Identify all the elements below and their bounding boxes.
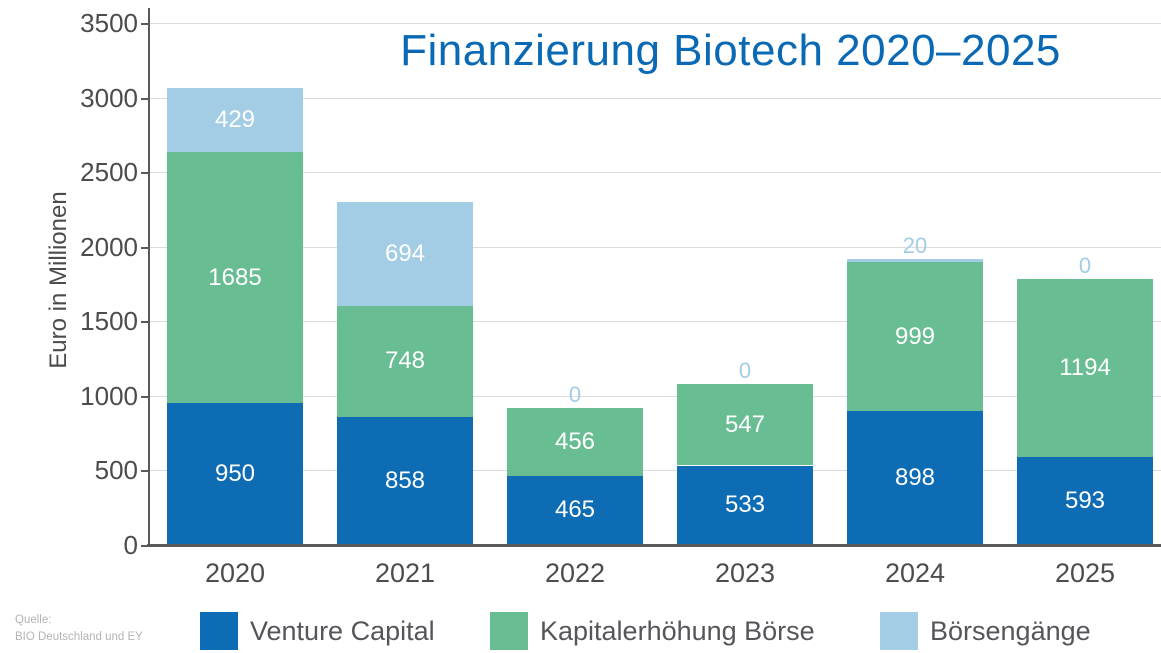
bar-value-label: 1194 <box>1059 353 1111 381</box>
x-axis-line <box>147 544 1161 547</box>
x-tick-label: 2021 <box>374 558 436 588</box>
y-axis-tick <box>141 23 149 25</box>
source-note: Quelle: BIO Deutschland und EY <box>15 612 143 645</box>
x-tick-label: 2020 <box>204 558 266 588</box>
y-tick-label: 2000 <box>80 232 138 262</box>
bar-segment <box>167 88 303 152</box>
y-tick-label: 3000 <box>80 83 138 113</box>
gridline <box>148 23 1161 24</box>
bar-value-label: 694 <box>384 239 426 267</box>
y-axis-label: Euro in Millionen <box>45 191 72 369</box>
bar-segment <box>677 465 813 545</box>
gridline <box>148 321 1161 322</box>
gridline <box>148 172 1161 173</box>
bar-value-label: 465 <box>554 496 596 524</box>
legend-label: Venture Capital <box>250 616 435 646</box>
source-line-1: Quelle: <box>15 614 52 626</box>
bar-segment <box>507 475 643 545</box>
bar-segment <box>167 152 303 404</box>
y-axis-line <box>148 8 150 547</box>
y-tick-label: 500 <box>94 455 138 485</box>
bar-segment <box>167 403 303 545</box>
bar-segment <box>337 305 473 418</box>
bar-segment <box>847 259 983 263</box>
y-axis-tick <box>141 98 149 100</box>
y-axis-tick <box>141 321 149 323</box>
bar-value-label: 547 <box>724 410 766 438</box>
gridline <box>148 98 1161 99</box>
bar-value-label: 999 <box>894 322 936 350</box>
bar-segment <box>1017 278 1153 457</box>
x-tick-label: 2023 <box>714 558 776 588</box>
y-axis-tick <box>141 470 149 472</box>
y-axis-tick <box>141 247 149 249</box>
legend-swatch <box>200 612 238 650</box>
bar-segment <box>507 407 643 476</box>
gridline <box>148 247 1161 248</box>
bar-value-label: 533 <box>724 491 766 519</box>
source-line-2: BIO Deutschland und EY <box>15 630 143 643</box>
y-axis-tick <box>141 172 149 174</box>
y-tick-label: 0 <box>123 530 138 560</box>
y-tick-label: 2500 <box>80 157 138 187</box>
legend-label: Börsengänge <box>930 616 1091 646</box>
x-tick-label: 2024 <box>884 558 946 588</box>
bar-segment <box>1017 456 1153 545</box>
bar-segment <box>847 262 983 412</box>
bar-segment <box>677 383 813 466</box>
bar-value-label: 20 <box>902 233 928 259</box>
gridline <box>148 396 1161 397</box>
bar-value-label: 0 <box>738 357 752 383</box>
x-tick-label: 2025 <box>1054 558 1116 588</box>
bar-value-label: 898 <box>894 464 936 491</box>
legend-swatch <box>490 612 528 650</box>
bar-value-label: 456 <box>554 427 596 455</box>
gridline <box>148 470 1161 471</box>
chart-title: Finanzierung Biotech 2020–2025 <box>400 26 1061 75</box>
bar-value-label: 593 <box>1064 486 1106 514</box>
y-tick-label: 3500 <box>80 8 138 38</box>
y-axis-tick <box>141 545 149 547</box>
bar-segment <box>337 202 473 306</box>
x-tick-label: 2022 <box>544 558 606 588</box>
bar-value-label: 429 <box>214 106 256 133</box>
bar-segment <box>847 411 983 545</box>
y-tick-label: 1500 <box>80 306 138 336</box>
bar-value-label: 0 <box>568 381 582 407</box>
y-tick-label: 1000 <box>80 381 138 411</box>
bar-value-label: 748 <box>384 347 426 375</box>
legend-label: Kapitalerhöhung Börse <box>540 616 815 646</box>
bar-value-label: 950 <box>214 460 256 488</box>
y-axis-tick <box>141 396 149 398</box>
bar-segment <box>337 417 473 545</box>
bar-value-label: 858 <box>384 467 426 494</box>
legend-swatch <box>880 612 918 650</box>
bar-value-label: 0 <box>1078 252 1092 278</box>
bar-value-label: 1685 <box>208 263 262 291</box>
